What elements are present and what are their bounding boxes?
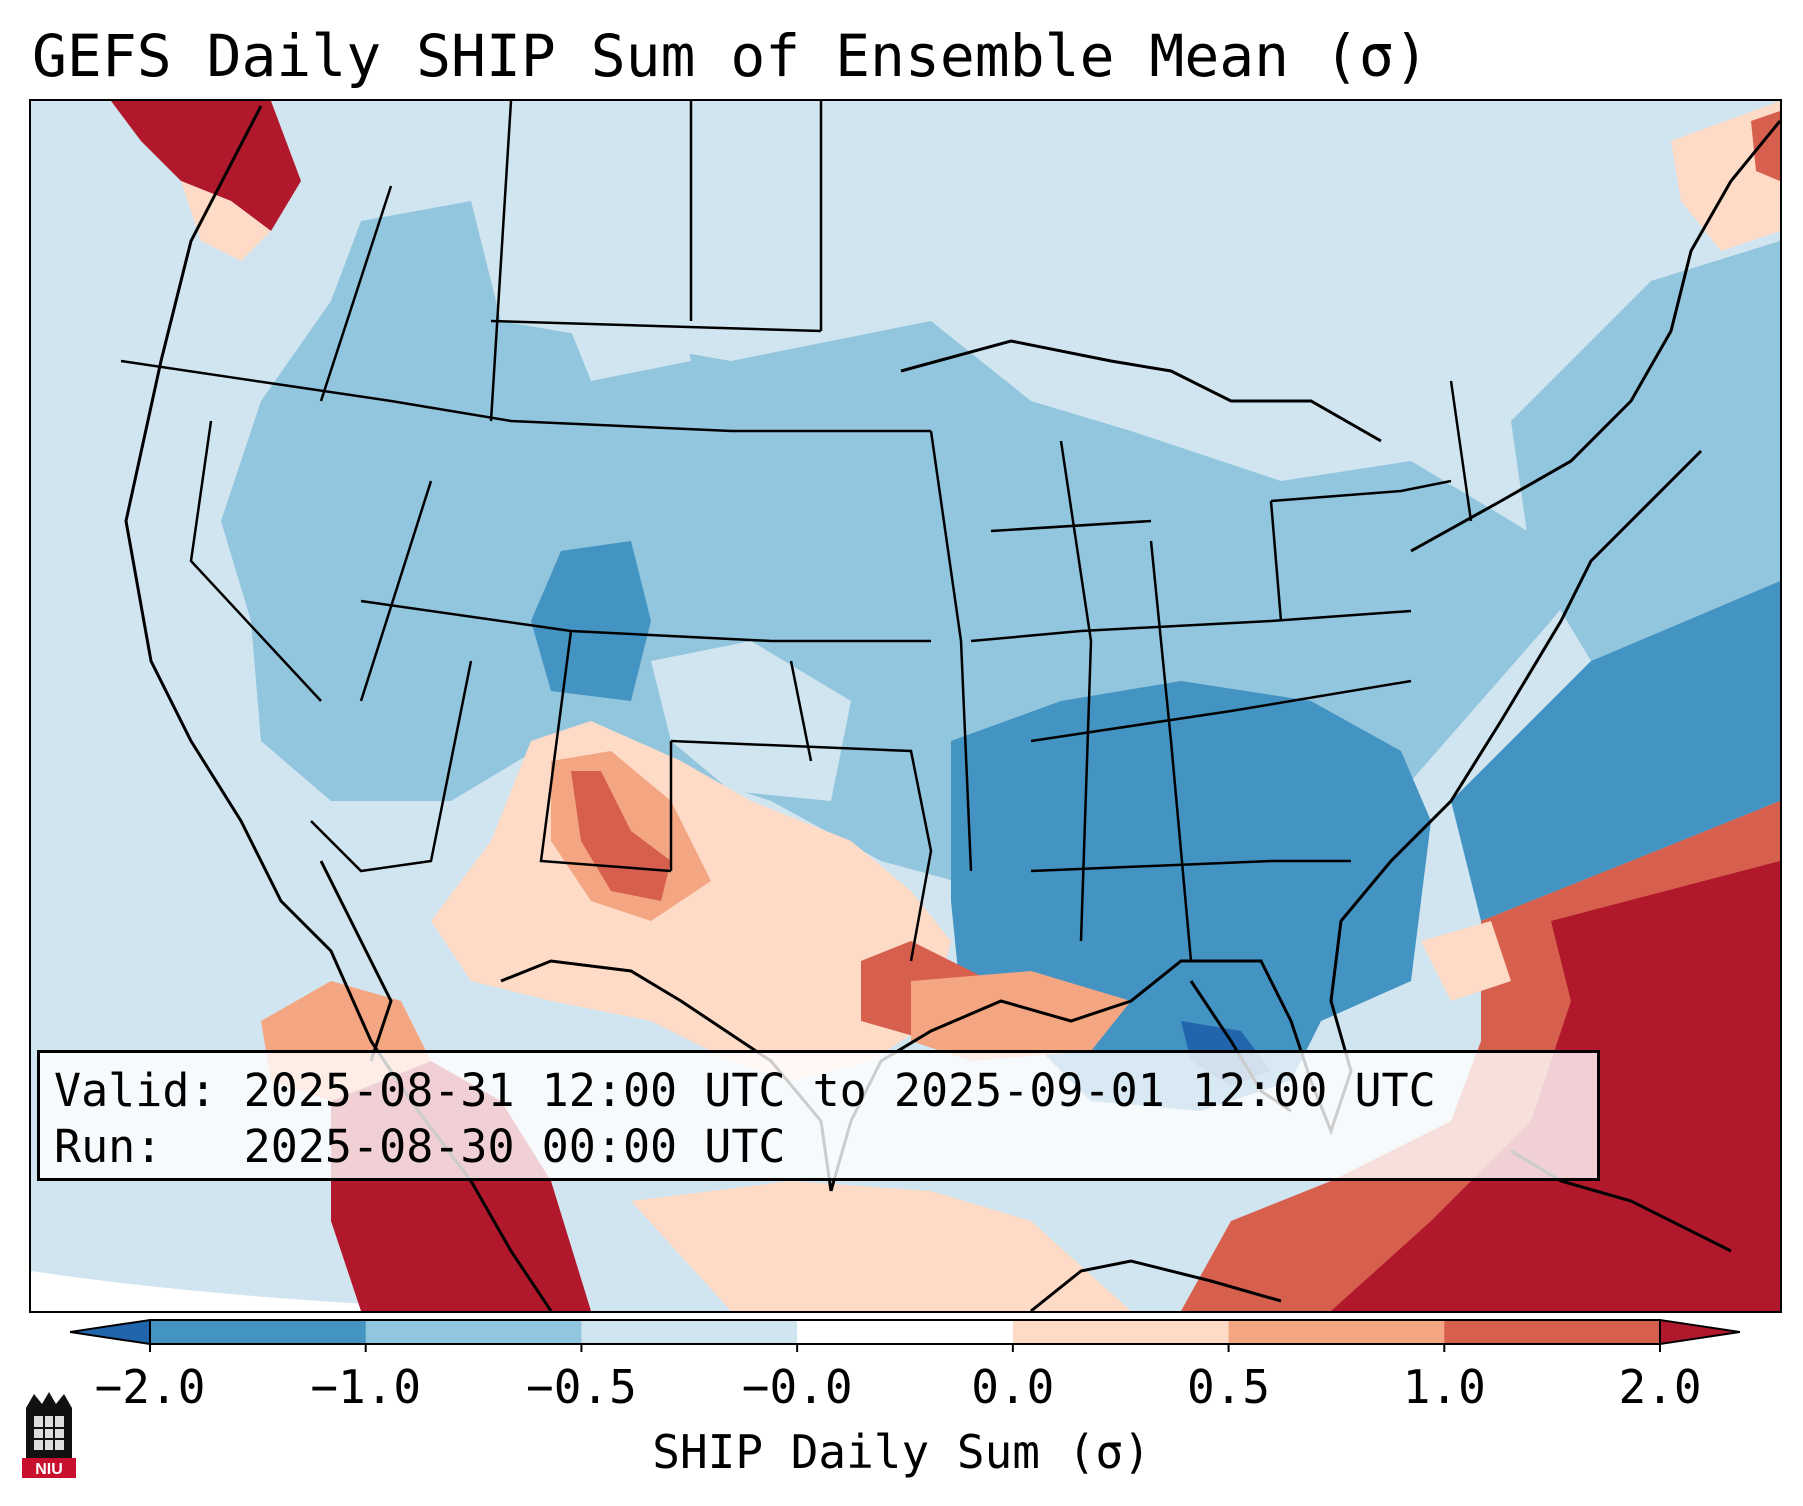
colorbar-under-arrow <box>70 1318 151 1346</box>
colorbar-tick-label: 1.0 <box>1402 1360 1486 1414</box>
colorbar <box>70 1318 1740 1352</box>
atlantic-negative-band <box>1451 581 1780 921</box>
central-mexico-weak-positive <box>631 1181 1131 1311</box>
colorbar-over-arrow <box>1659 1318 1740 1346</box>
colorbar-segment <box>150 1320 367 1344</box>
logo-text: NIU <box>35 1461 63 1478</box>
colorbar-tick-label: 0.0 <box>971 1360 1055 1414</box>
colorbar-tick-label: 0.5 <box>1187 1360 1271 1414</box>
run-row: Run: 2025-08-30 00:00 UTC <box>54 1119 1583 1175</box>
valid-label: Valid: <box>54 1064 217 1117</box>
run-value: 2025-08-30 00:00 UTC <box>243 1120 786 1173</box>
niu-logo-icon: NIU <box>22 1392 76 1478</box>
colorbar-tick-label: −1.0 <box>310 1360 422 1414</box>
gulf-positive <box>911 971 1131 1061</box>
colorbar-segment <box>1228 1320 1445 1344</box>
valid-value: 2025-08-31 12:00 UTC to 2025-09-01 12:00… <box>243 1064 1436 1117</box>
run-label: Run: <box>54 1120 163 1173</box>
bahamas-weak-positive <box>1421 921 1511 1001</box>
validity-info-box: Valid: 2025-08-31 12:00 UTC to 2025-09-0… <box>37 1050 1600 1181</box>
valid-row: Valid: 2025-08-31 12:00 UTC to 2025-09-0… <box>54 1063 1583 1119</box>
colorbar-segment <box>797 1320 1014 1344</box>
kansas-neutral-area <box>651 641 851 801</box>
state-lines <box>120 101 1473 962</box>
colorbar-tick-label: −2.0 <box>94 1360 206 1414</box>
map-title: GEFS Daily SHIP Sum of Ensemble Mean (σ) <box>32 22 1429 90</box>
montana-neutral-area <box>551 261 691 381</box>
colorbar-segment <box>365 1320 582 1344</box>
colorbar-tick-label: 2.0 <box>1618 1360 1702 1414</box>
colorbar-segment <box>581 1320 798 1344</box>
colorbar-tick-label: −0.5 <box>526 1360 637 1414</box>
off-projection-area <box>31 1271 521 1311</box>
northeast-offshore <box>1511 241 1780 661</box>
pacific-northwest-positive <box>111 101 301 231</box>
colorbar-segment <box>1444 1320 1661 1344</box>
colorbar-label: SHIP Daily Sum (σ) <box>652 1425 1151 1479</box>
colorado-negative <box>531 541 651 701</box>
pacific-northwest-weak <box>181 181 271 261</box>
colorbar-tick-label: −0.0 <box>741 1360 853 1414</box>
colorbar-segment <box>1012 1320 1230 1344</box>
